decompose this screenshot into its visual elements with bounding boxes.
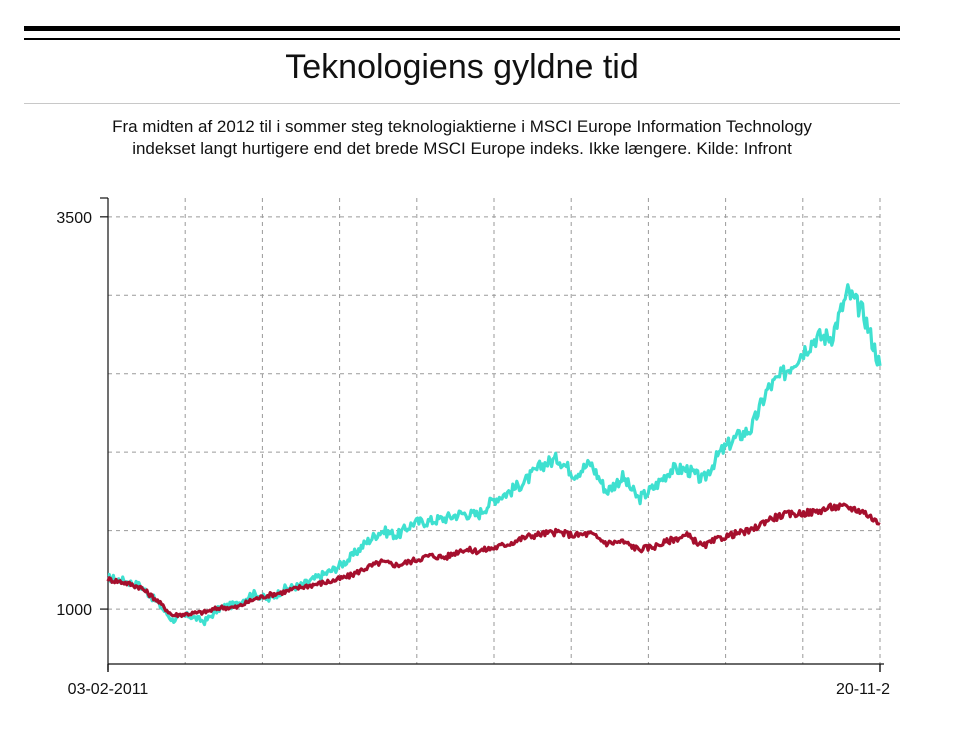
top-rule-thin [24,38,900,40]
chart-axes [100,197,884,672]
chart-subtitle: Fra midten af 2012 til i sommer steg tek… [40,116,884,160]
series-line-2 [106,502,881,619]
chart-grid [107,198,884,664]
series-line-1 [107,283,882,627]
page-title: Teknologiens gyldne tid [285,48,639,86]
subtitle-line-1: Fra midten af 2012 til i sommer steg tek… [112,117,812,136]
y-tick-label-3500: 3500 [56,210,92,227]
x-tick-label-end: 20-11-2 [836,681,890,698]
y-tick-label-1000: 1000 [56,602,92,619]
chart-tick-labels: 3500 1000 03-02-2011 20-11-2 [56,210,890,698]
top-rule-thick [24,26,900,31]
title-separator [24,103,900,104]
chart-series [106,283,882,627]
x-tick-label-start: 03-02-2011 [68,681,149,698]
subtitle-line-2: indekset langt hurtigere end det brede M… [132,139,792,158]
